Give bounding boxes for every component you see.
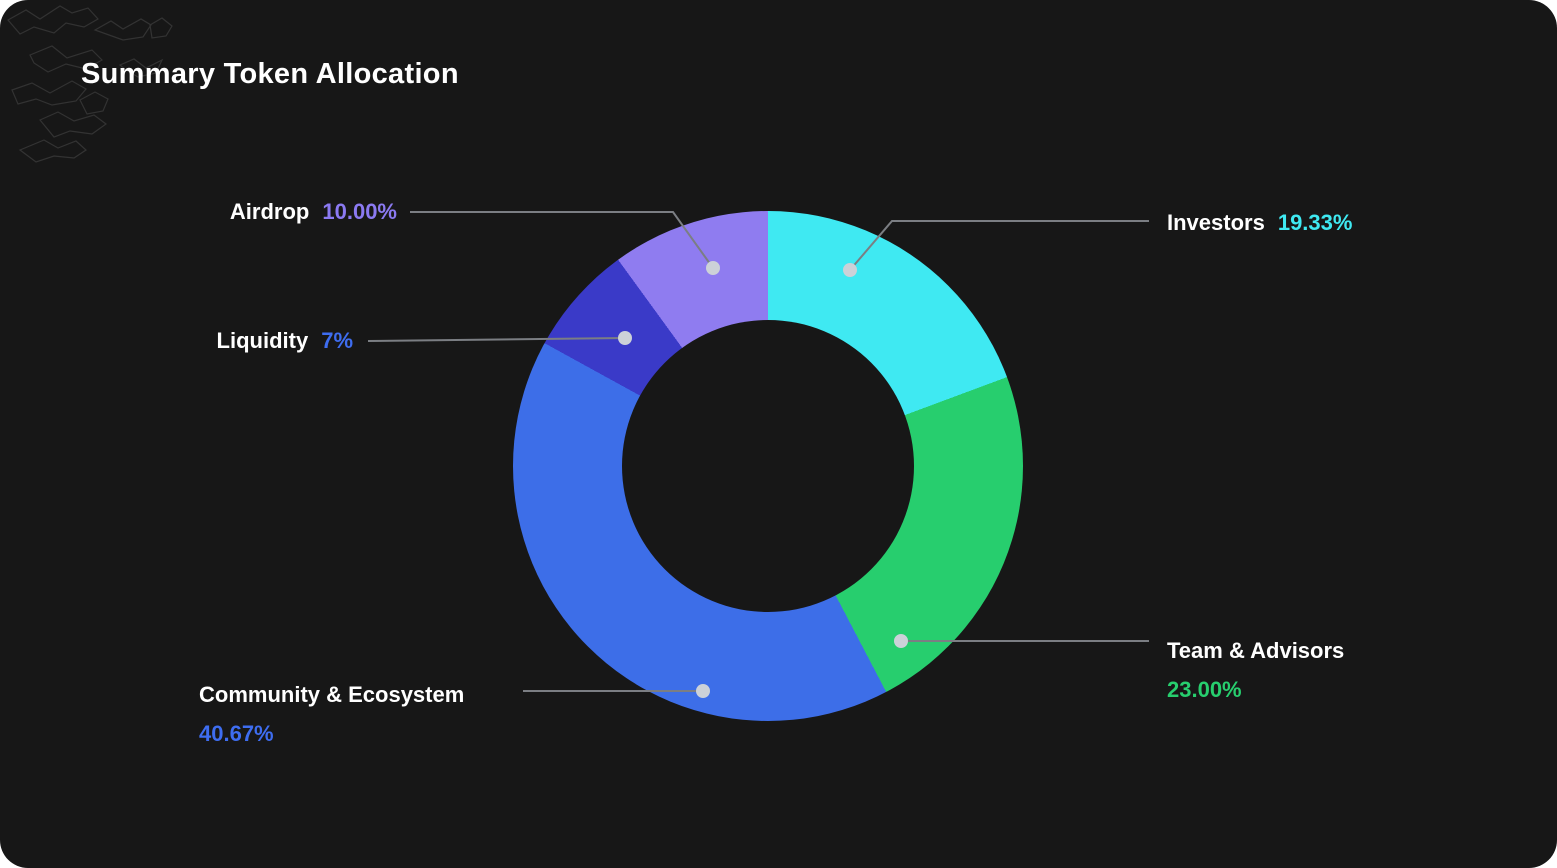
callout-liquidity: Liquidity 7% (217, 328, 353, 354)
callout-investors-label: Investors (1167, 210, 1265, 235)
page-title: Summary Token Allocation (81, 58, 459, 90)
callout-airdrop-value: 10.00% (322, 199, 397, 224)
callout-community: Community & Ecosystem 40.67% (199, 682, 464, 747)
donut-hole (622, 320, 914, 612)
callout-airdrop: Airdrop 10.00% (230, 199, 397, 225)
callout-investors: Investors 19.33% (1167, 210, 1352, 236)
callout-community-value: 40.67% (199, 721, 274, 746)
callout-team: Team & Advisors 23.00% (1167, 638, 1344, 703)
callout-airdrop-label: Airdrop (229, 199, 310, 224)
callout-investors-value: 19.33% (1277, 210, 1353, 235)
callout-liquidity-label: Liquidity (216, 328, 309, 353)
background-texture (7, 5, 173, 163)
callout-community-label: Community & Ecosystem (199, 682, 465, 707)
callout-team-label: Team & Advisors (1167, 638, 1345, 663)
callout-liquidity-value: 7% (321, 328, 353, 353)
callout-team-value: 23.00% (1167, 677, 1242, 702)
donut-chart (513, 211, 1023, 721)
